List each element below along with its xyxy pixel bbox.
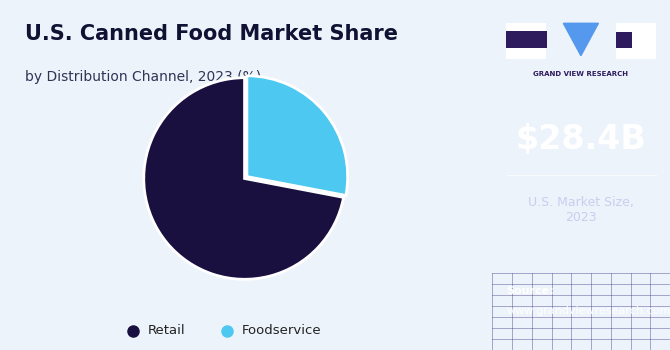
Text: Retail: Retail (147, 324, 186, 337)
Text: U.S. Market Size,
2023: U.S. Market Size, 2023 (528, 196, 634, 224)
Polygon shape (563, 23, 598, 56)
Wedge shape (144, 78, 344, 279)
FancyBboxPatch shape (616, 23, 656, 60)
Text: by Distribution Channel, 2023 (%): by Distribution Channel, 2023 (%) (25, 70, 261, 84)
Wedge shape (247, 76, 348, 195)
FancyBboxPatch shape (616, 32, 632, 48)
Text: U.S. Canned Food Market Share: U.S. Canned Food Market Share (25, 25, 397, 44)
Text: www.grandviewresearch.com: www.grandviewresearch.com (507, 307, 670, 316)
Text: $28.4B: $28.4B (516, 124, 647, 156)
Text: GRAND VIEW RESEARCH: GRAND VIEW RESEARCH (533, 71, 628, 77)
FancyBboxPatch shape (506, 31, 525, 48)
FancyBboxPatch shape (506, 23, 546, 60)
Text: Source:: Source: (507, 286, 554, 295)
FancyBboxPatch shape (525, 31, 547, 48)
Text: Foodservice: Foodservice (241, 324, 321, 337)
